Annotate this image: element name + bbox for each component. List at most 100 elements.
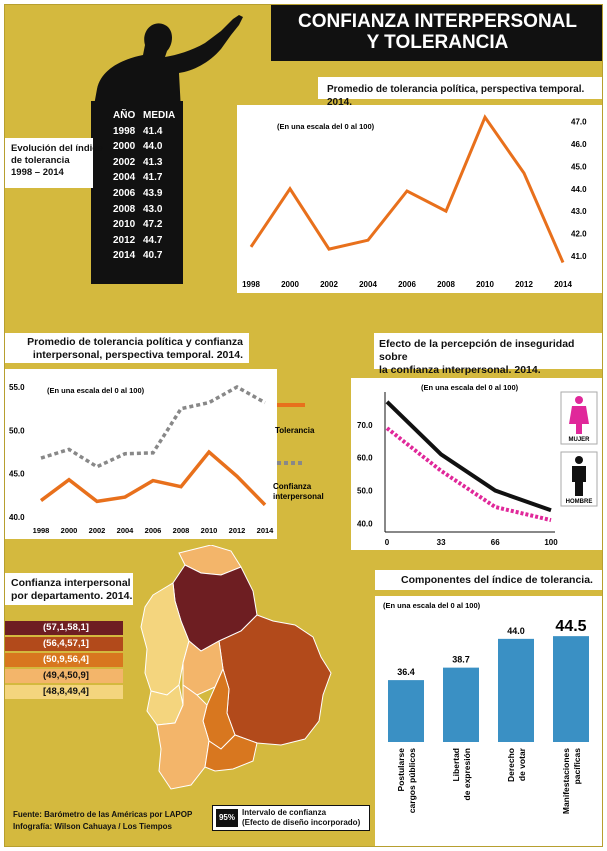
year-cell: 2006 <box>113 187 136 199</box>
chart3-ytick: 50.0 <box>357 487 373 496</box>
chart4-bar-label: 44.0 <box>507 626 525 636</box>
chart2-ytick: 40.0 <box>9 513 25 522</box>
chart1-ytick: 41.0 <box>571 252 587 261</box>
chart1-ytick: 47.0 <box>571 118 587 127</box>
chart2-xtick: 2010 <box>201 526 218 535</box>
ci-legend-box <box>212 805 370 831</box>
year-media-row: 2000 44.0 <box>113 141 175 157</box>
map-legend-label: (56,4,57,1] <box>43 638 89 649</box>
chart1-panel: (En una escala del 0 al 100) 47.0 46.0 45.0… <box>237 105 602 293</box>
chart1-xtick: 1998 <box>242 280 260 289</box>
year-cell: 2004 <box>113 172 136 184</box>
media-cell: 44.7 <box>143 234 163 246</box>
chart3-title-box <box>374 333 602 369</box>
media-cell: 41.3 <box>143 156 163 168</box>
media-cell: 41.4 <box>143 125 163 137</box>
chart4-note: (En una escala del 0 al 100) <box>383 601 481 610</box>
man-icon-body <box>572 466 586 496</box>
map-legend-label: (50,9,56,4] <box>43 654 89 665</box>
chart1-line-tolerancia <box>249 114 565 264</box>
info-label: Infografía: <box>13 822 53 831</box>
woman-legend-label: MUJER <box>568 437 590 443</box>
map-title-line1: Confianza interpersonal <box>11 577 131 589</box>
year-media-row: 2014 40.7 <box>113 250 175 266</box>
chart4-title: Componentes del índice de tolerancia. <box>401 574 593 586</box>
map-legend-item: (50,9,56,4] <box>5 653 123 667</box>
map-title-line2: por departamento. 2014. <box>11 590 133 602</box>
chart4-bar-label: 36.4 <box>397 667 415 677</box>
chart1-xtick: 2010 <box>476 280 494 289</box>
evolution-label-line1: Evolución del índice <box>11 143 103 154</box>
chart1-xtick: 2008 <box>437 280 455 289</box>
chart2-xtick: 2002 <box>89 526 106 535</box>
chart4-panel: (En una escala del 0 al 100) 36.4 Postular… <box>375 596 602 846</box>
year-cell: 2000 <box>113 141 136 153</box>
chart4-category: Libertad de expresión <box>451 748 472 800</box>
year-media-row: 1998 41.4 <box>113 126 175 142</box>
chart4-category: Manifestaciones pacíficas <box>561 748 582 814</box>
header-title-line2: Y TOLERANCIA <box>366 32 509 53</box>
header-title-box: CONFIANZA INTERPERSONAL Y TOLERANCIA <box>271 5 602 61</box>
chart2-svg: (En una escala del 0 al 100) 55.0 50.0 45.0… <box>9 383 274 535</box>
year-media-header: AÑO MEDIA <box>113 110 175 126</box>
source-label: Fuente: <box>13 810 42 819</box>
chart1-title: Promedio de tolerancia política, perspec… <box>327 84 585 108</box>
woman-icon-body <box>569 406 589 434</box>
chart4-title-box <box>375 570 602 590</box>
ci-legend-text: Intervalo de confianza (Efecto de diseño… <box>242 808 360 828</box>
map-legend-item: (56,4,57,1] <box>5 637 123 651</box>
chart4-category-line1: Manifestaciones <box>561 748 571 814</box>
chart3-ytick: 40.0 <box>357 519 373 528</box>
man-legend-label: HOMBRE <box>566 499 593 505</box>
chart1-xtick: 2012 <box>515 280 533 289</box>
chart4-bar <box>443 667 479 742</box>
chart2-xtick: 2006 <box>145 526 162 535</box>
year-media-table: AÑO MEDIA 1998 41.4 2000 44.0 2002 41.3 2004 41… <box>113 110 175 266</box>
year-cell: 2012 <box>113 234 136 246</box>
evolution-label-line3: 1998 – 2014 <box>11 167 64 178</box>
chart1-title-box <box>318 77 602 99</box>
chart3-panel: (En una escala del 0 al 100) 70.0 60.0 50.0… <box>351 378 602 550</box>
man-icon <box>575 456 583 464</box>
map-legend-item: [48,8,49,4] <box>5 685 123 699</box>
chart2-title-line2: interpersonal, perspectiva temporal. 201… <box>32 349 243 361</box>
year-media-row: 2010 47.2 <box>113 219 175 235</box>
chart2-line-confianza <box>40 384 266 469</box>
chart3-ytick: 60.0 <box>357 454 373 463</box>
map-title-box <box>5 573 133 605</box>
chart1-xtick: 2006 <box>398 280 416 289</box>
media-cell: 43.0 <box>143 203 163 215</box>
chart1-ytick: 44.0 <box>571 185 587 194</box>
year-cell: 2008 <box>113 203 136 215</box>
year-media-row: 2006 43.9 <box>113 188 175 204</box>
chart2-ytick: 50.0 <box>9 426 25 435</box>
chart3-xtick: 0 <box>385 538 390 547</box>
chart2-xtick: 1998 <box>33 526 50 535</box>
evolution-label: Evolución del índice de tolerancia 1998 … <box>11 143 103 179</box>
col-media-header: MEDIA <box>143 110 176 121</box>
chart2-title-line1: Promedio de tolerancia política y confia… <box>27 336 243 348</box>
chart3-note: (En una escala del 0 al 100) <box>421 383 519 392</box>
map-legend-item: (57,1,58,1] <box>5 621 123 635</box>
chart2-ytick: 55.0 <box>9 383 25 392</box>
woman-icon <box>575 396 583 404</box>
chart1-xtick: 2004 <box>359 280 377 289</box>
chart4-category: Postularse cargos públicos <box>396 748 417 813</box>
chart2-title-box <box>5 333 249 363</box>
chart4-bar <box>498 638 534 742</box>
ci-line1: Intervalo de confianza <box>242 808 327 817</box>
chart4-bar-label: 44.5 <box>555 618 586 635</box>
chart4-bar <box>388 680 424 742</box>
map-legend-item: (49,4,50,9] <box>5 669 123 683</box>
chart1-xtick: 2002 <box>320 280 338 289</box>
podium-table-bg <box>91 101 183 284</box>
chart4-category-line1: Libertad <box>451 748 461 782</box>
footer-credits: Fuente: Barómetro de las Américas por LA… <box>13 809 192 833</box>
dept-santacruz <box>218 614 332 746</box>
year-cell: 2010 <box>113 219 136 231</box>
ci-badge: 95% <box>216 809 238 827</box>
chart3-xtick: 66 <box>491 538 500 547</box>
chart4-category-line2: de expresión <box>462 748 472 800</box>
chart4-category-line2: pacíficas <box>572 748 582 785</box>
